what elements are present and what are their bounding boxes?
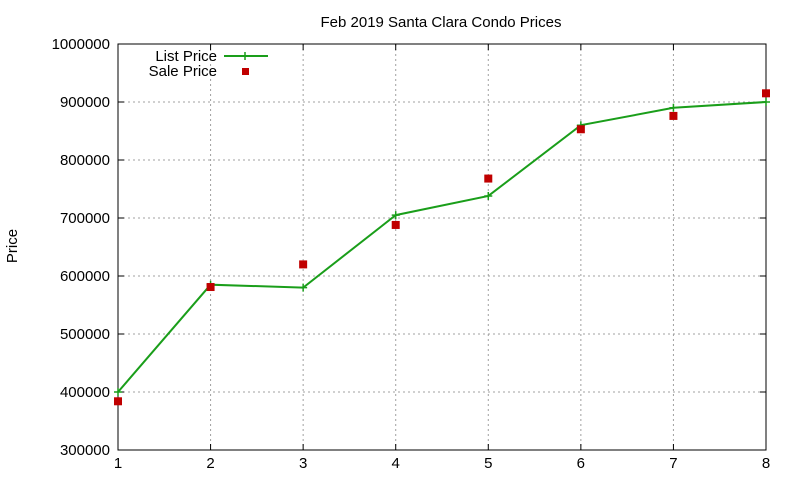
point-list-price bbox=[391, 211, 400, 220]
point-sale-price bbox=[762, 89, 770, 98]
y-tick-label: 800000 bbox=[60, 152, 110, 169]
y-tick-label: 400000 bbox=[60, 384, 110, 401]
point-sale-price bbox=[576, 125, 585, 134]
legend-entry-sale-price: Sale Price bbox=[149, 63, 249, 80]
legend-entry-list-price: List Price bbox=[155, 48, 268, 65]
point-sale-price bbox=[484, 174, 493, 183]
y-tick-label: 300000 bbox=[60, 442, 110, 459]
point-list-price bbox=[114, 388, 122, 396]
x-tick-label: 4 bbox=[392, 455, 400, 472]
y-tick-label: 500000 bbox=[60, 326, 110, 343]
series-line-list-price bbox=[117, 101, 767, 393]
x-tick-label: 3 bbox=[299, 455, 307, 472]
point-sale-price bbox=[114, 397, 122, 406]
y-tick-label: 600000 bbox=[60, 268, 110, 285]
x-tick-label: 5 bbox=[484, 455, 492, 472]
point-list-price bbox=[484, 191, 493, 200]
legend-label-list-price: List Price bbox=[155, 48, 217, 65]
point-sale-price bbox=[206, 283, 215, 292]
x-axis: 1 2 3 4 5 6 7 8 bbox=[114, 44, 770, 472]
point-sale-price bbox=[669, 111, 678, 120]
y-tick-label: 700000 bbox=[60, 210, 110, 227]
x-tick-label: 2 bbox=[206, 455, 214, 472]
point-sale-price bbox=[391, 220, 400, 229]
x-tick-label: 8 bbox=[762, 455, 770, 472]
point-list-price bbox=[762, 98, 770, 106]
y-tick-label: 1000000 bbox=[52, 36, 110, 53]
x-tick-label: 1 bbox=[114, 455, 122, 472]
legend-label-sale-price: Sale Price bbox=[149, 63, 217, 80]
legend-marker-sale-price bbox=[242, 68, 249, 75]
plot-frame bbox=[117, 43, 767, 451]
legend: List Price Sale Price bbox=[149, 48, 268, 80]
x-tick-label: 6 bbox=[577, 455, 585, 472]
y-axis: 300000 400000 500000 600000 700000 800000 9000… bbox=[52, 36, 766, 459]
grid bbox=[118, 44, 766, 450]
point-sale-price bbox=[299, 260, 308, 269]
legend-marker-list-price bbox=[241, 52, 249, 60]
point-list-price bbox=[299, 283, 308, 292]
y-axis-label: Price bbox=[4, 229, 21, 263]
series-layer bbox=[114, 89, 770, 406]
point-list-price bbox=[669, 103, 678, 112]
x-tick-label: 7 bbox=[669, 455, 677, 472]
y-tick-label: 900000 bbox=[60, 94, 110, 111]
chart-title: Feb 2019 Santa Clara Condo Prices bbox=[321, 14, 562, 31]
